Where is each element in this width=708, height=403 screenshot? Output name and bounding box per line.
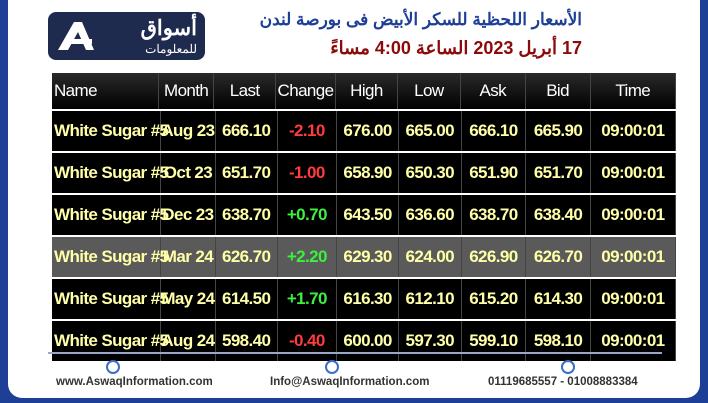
table-cell: Aug 24 [161,321,216,361]
phones: 01119685557 - 01008883384 [488,376,638,388]
table-row: White Sugar #5 May 24 614.50 +1.70 616.30 612… [52,279,676,321]
table-cell: 624.00 [399,237,462,277]
column-header: High [336,73,398,109]
table-cell: 615.20 [462,279,527,319]
table-row: White Sugar #5 Dec 23 638.70 +0.70 643.50 636… [52,195,676,237]
table-cell: Dec 23 [161,195,216,235]
table-cell: 612.10 [399,279,462,319]
column-header: Change [276,73,336,109]
table-cell: 09:00:01 [591,321,676,361]
table-cell: 666.10 [462,111,527,151]
table-cell: 651.90 [462,153,527,193]
table-cell: 616.30 [337,279,399,319]
table-cell: -0.40 [278,321,338,361]
column-header: Ask [461,73,526,109]
logo: أسواق للمعلومات [48,12,205,60]
table-cell: -2.10 [278,111,338,151]
email[interactable]: Info@AswaqInformation.com [270,376,430,388]
table-cell: White Sugar #5 [52,111,169,151]
table-cell: 09:00:01 [591,279,676,319]
table-row: White Sugar #5 Oct 23 651.70 -1.00 658.90 650… [52,153,676,195]
table-cell: 638.40 [526,195,591,235]
table-cell: 09:00:01 [591,237,676,277]
table-cell: 598.40 [216,321,278,361]
table-cell: White Sugar #5 [52,195,169,235]
logo-title: أسواق [140,17,197,40]
table-cell: 665.90 [526,111,591,151]
table-cell: +1.70 [278,279,338,319]
table-cell: 626.90 [462,237,527,277]
table-cell: 598.10 [526,321,591,361]
table-cell: White Sugar #5 [52,279,169,319]
table-row: White Sugar #5 Aug 23 666.10 -2.10 676.00 665… [52,111,676,153]
table-cell: 626.70 [216,237,278,277]
table-row: White Sugar #5 Aug 24 598.40 -0.40 600.00 597… [52,321,676,363]
table-cell: May 24 [161,279,216,319]
table-cell: 676.00 [337,111,399,151]
website[interactable]: www.AswaqInformation.com [56,376,213,388]
table-cell: 666.10 [216,111,278,151]
table-cell: Mar 24 [161,237,216,277]
table-cell: 651.70 [216,153,278,193]
table-cell: 658.90 [337,153,399,193]
web-icon [106,360,120,374]
table-cell: White Sugar #5 [52,237,169,277]
table-cell: +0.70 [278,195,338,235]
table-cell: Aug 23 [161,111,216,151]
column-header: Month [159,73,215,109]
column-header: Bid [526,73,591,109]
table-cell: White Sugar #5 [52,321,169,361]
column-header: Low [398,73,461,109]
table-cell: White Sugar #5 [52,153,169,193]
card: أسواق للمعلومات الأسعار اللحظية للسكر ال… [8,0,700,398]
table-row: White Sugar #5 Mar 24 626.70 +2.20 629.30 624… [52,237,676,279]
table-cell: 638.70 [462,195,527,235]
table-cell: 614.30 [526,279,591,319]
table-cell: +2.20 [278,237,338,277]
table-cell: 636.60 [399,195,462,235]
table-cell: 597.30 [399,321,462,361]
logo-subtitle: للمعلومات [145,42,197,56]
logo-icon [58,22,94,50]
table-cell: 638.70 [216,195,278,235]
header-row: Name Month Last Change High Low Ask Bid Time [52,73,676,111]
phone-icon [561,360,575,374]
table: Name Month Last Change High Low Ask Bid Time Whit… [52,73,676,363]
table-cell: 665.00 [399,111,462,151]
table-cell: 650.30 [399,153,462,193]
table-cell: 600.00 [337,321,399,361]
table-cell: 09:00:01 [591,111,676,151]
table-cell: 599.10 [462,321,527,361]
table-cell: 643.50 [337,195,399,235]
table-cell: -1.00 [278,153,338,193]
table-cell: Oct 23 [161,153,216,193]
column-header: Last [214,73,277,109]
table-cell: 09:00:01 [591,195,676,235]
title: الأسعار اللحظية للسكر الأبيض فى بورصة لن… [259,10,582,29]
table-cell: 626.70 [526,237,591,277]
table-cell: 614.50 [216,279,278,319]
mail-icon [325,360,339,374]
footer: www.AswaqInformation.com Info@AswaqInfor… [48,352,662,388]
subtitle: 17 أبريل 2023 الساعة 4:00 مساءً [330,38,582,58]
table-cell: 651.70 [526,153,591,193]
column-header: Time [591,73,676,109]
table-cell: 629.30 [337,237,399,277]
column-header: Name [52,73,160,109]
table-cell: 09:00:01 [591,153,676,193]
